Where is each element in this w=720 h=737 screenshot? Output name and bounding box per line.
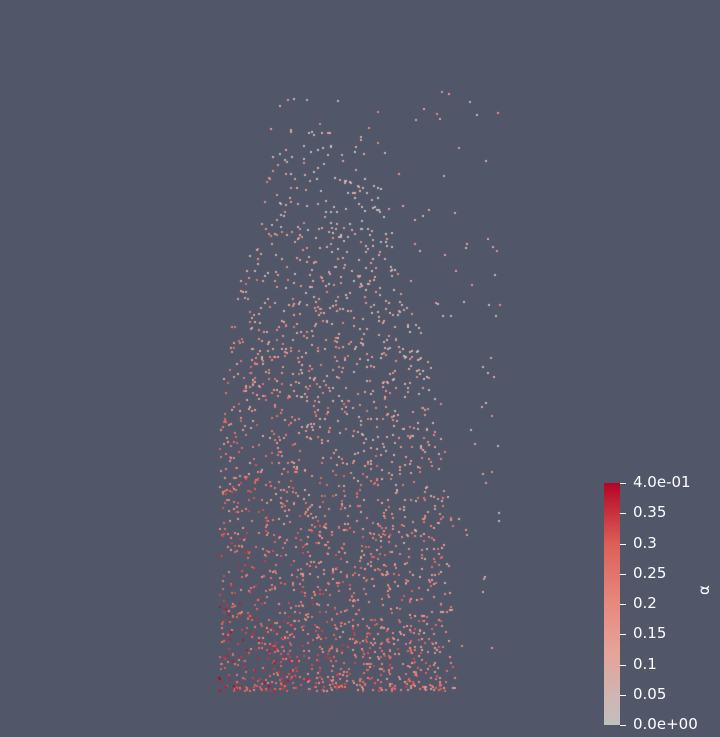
- color-legend-tick: [620, 665, 626, 666]
- color-legend-tick-label: 0.0e+00: [633, 715, 698, 733]
- color-legend-tick: [620, 604, 626, 605]
- color-legend-tick-label: 4.0e-01: [633, 473, 691, 491]
- color-legend-tick-label: 0.1: [633, 655, 657, 673]
- color-legend-tick: [620, 634, 626, 635]
- color-legend-tick-label: 0.15: [633, 624, 667, 642]
- color-legend-tick: [620, 695, 626, 696]
- color-legend-tick: [620, 544, 626, 545]
- color-legend-tick-label: 0.2: [633, 594, 657, 612]
- color-legend-tick: [620, 513, 626, 514]
- color-legend-title: α: [695, 585, 713, 595]
- color-legend-tick: [620, 574, 626, 575]
- color-legend-tick-label: 0.25: [633, 564, 667, 582]
- color-legend-tick: [620, 483, 626, 484]
- color-legend-tick-label: 0.05: [633, 685, 667, 703]
- color-legend-tick-label: 0.3: [633, 534, 657, 552]
- color-legend-tick: [620, 725, 626, 726]
- color-legend-tick-label: 0.35: [633, 503, 667, 521]
- color-legend-bar: [604, 483, 620, 725]
